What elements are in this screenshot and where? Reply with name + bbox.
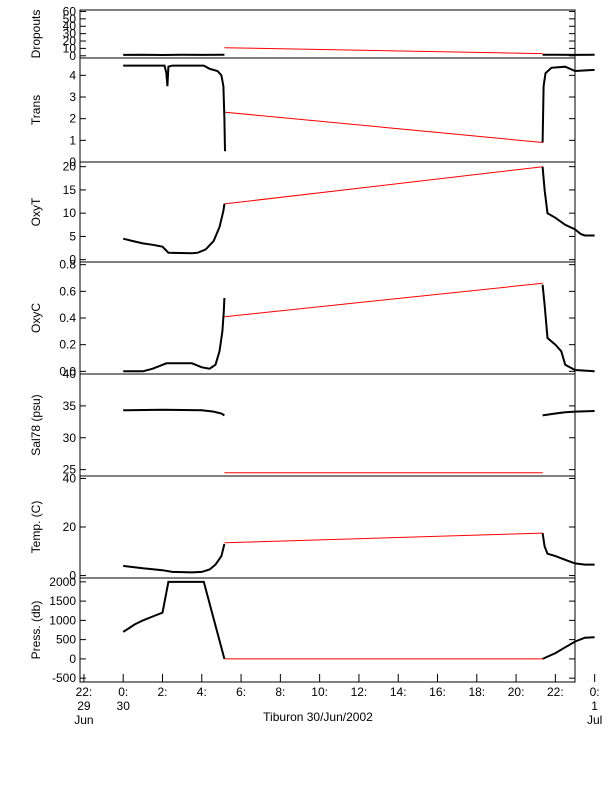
x-tick-label: 16: bbox=[429, 685, 446, 699]
y-tick-label: 0 bbox=[69, 652, 76, 666]
y-axis-label: OxyT bbox=[29, 197, 43, 226]
x-tick-label: 22: bbox=[76, 685, 93, 699]
y-tick-label: 30 bbox=[63, 431, 77, 445]
chart-panels: 0102030405060Dropouts01234Trans05101520O… bbox=[29, 4, 595, 685]
panel-7: -500 0 500 1000 1500 2000 Press. (db) bbox=[29, 575, 595, 685]
y-axis-label: Trans bbox=[29, 95, 43, 125]
y-tick-label: 0 bbox=[69, 155, 76, 169]
x-tick-label: Jul bbox=[587, 713, 602, 727]
x-tick-label: 12: bbox=[351, 685, 368, 699]
y-tick-label: 0.2 bbox=[59, 338, 76, 352]
x-tick-label: 2: bbox=[157, 685, 167, 699]
y-tick-label: 30 bbox=[63, 27, 77, 41]
y-axis-label: Dropouts bbox=[29, 10, 43, 59]
y-tick-label: 0.6 bbox=[59, 284, 76, 298]
y-tick-label: 4 bbox=[69, 68, 76, 82]
y-tick-label: 20 bbox=[63, 520, 77, 534]
x-tick-label: 20: bbox=[508, 685, 525, 699]
y-tick-label: 10 bbox=[63, 41, 77, 55]
y-tick-label: 40 bbox=[63, 471, 77, 485]
y-tick-label: 2 bbox=[69, 112, 76, 126]
y-tick-label: 0.4 bbox=[59, 311, 76, 325]
panel-4: 0.0 0.2 0.4 0.6 0.8 OxyC bbox=[29, 258, 595, 378]
panel-frame bbox=[79, 577, 576, 683]
y-tick-label: 0.0 bbox=[59, 364, 76, 378]
x-tick-label: 18: bbox=[468, 685, 485, 699]
panel-frame bbox=[79, 261, 576, 375]
series-line bbox=[122, 203, 226, 255]
y-tick-label: 3 bbox=[69, 90, 76, 104]
y-tick-label: 10 bbox=[63, 206, 77, 220]
y-tick-label: 0.8 bbox=[59, 258, 76, 272]
y-tick-label: 0 bbox=[69, 253, 76, 267]
y-tick-label: 15 bbox=[63, 183, 77, 197]
x-tick-label: 22: bbox=[547, 685, 564, 699]
x-tick-label: 1 bbox=[591, 699, 598, 713]
x-tick-label: 10: bbox=[311, 685, 328, 699]
y-tick-label: 5 bbox=[69, 229, 76, 243]
series-line bbox=[542, 410, 595, 417]
y-axis-label: Temp. (C) bbox=[29, 501, 43, 554]
x-tick-label: 0: bbox=[118, 685, 128, 699]
y-axis-label: OxyC bbox=[29, 303, 43, 333]
y-tick-label: 35 bbox=[63, 399, 77, 413]
panel-frame bbox=[79, 475, 576, 579]
gap-line bbox=[224, 532, 543, 544]
y-tick-label: 50 bbox=[63, 12, 77, 26]
series-line bbox=[123, 543, 226, 574]
series-line bbox=[123, 297, 226, 373]
y-axis-label: Press. (db) bbox=[29, 601, 43, 660]
gap-line bbox=[224, 47, 543, 55]
series-line bbox=[542, 636, 595, 660]
y-tick-label: 25 bbox=[63, 463, 77, 477]
x-tick-label: Jun bbox=[74, 713, 93, 727]
y-tick-label: 40 bbox=[63, 19, 77, 33]
panel-frame bbox=[79, 9, 576, 59]
x-tick-label: 4: bbox=[197, 685, 207, 699]
panel-frame bbox=[79, 161, 576, 263]
y-tick-label: 2000 bbox=[49, 575, 76, 589]
series-line bbox=[122, 580, 226, 660]
y-tick-label: 1 bbox=[69, 133, 76, 147]
series-line bbox=[541, 65, 595, 143]
series-line bbox=[541, 532, 595, 566]
y-axis-label: Sal78 (psu) bbox=[29, 394, 43, 455]
x-tick-label: 29 bbox=[77, 699, 91, 713]
y-tick-label: 20 bbox=[63, 34, 77, 48]
x-tick-label: 8: bbox=[275, 685, 285, 699]
x-tick-label: 30 bbox=[117, 699, 131, 713]
y-tick-label: 40 bbox=[63, 367, 77, 381]
gap-line bbox=[224, 111, 543, 143]
gap-line bbox=[224, 282, 543, 318]
y-tick-label: 0 bbox=[69, 49, 76, 63]
chart-caption: Tiburon 30/Jun/2002 bbox=[263, 710, 373, 724]
y-tick-label: 500 bbox=[56, 633, 76, 647]
series-line bbox=[541, 166, 595, 237]
series-line bbox=[541, 284, 595, 373]
y-tick-label: 60 bbox=[63, 4, 77, 18]
panel-2: 0 1 2 3 4 Trans bbox=[29, 57, 595, 169]
panel-3: 0 5 10 15 20 OxyT bbox=[29, 160, 595, 267]
y-tick-label: 1500 bbox=[49, 594, 76, 608]
y-tick-label: -500 bbox=[52, 671, 76, 685]
series-line bbox=[123, 64, 226, 152]
x-tick-label: 14: bbox=[390, 685, 407, 699]
x-tick-label: 0: bbox=[590, 685, 600, 699]
panel-frame bbox=[79, 373, 576, 477]
panel-6: 0 20 40 Temp. (C) bbox=[29, 471, 595, 583]
panel-frame bbox=[79, 57, 576, 163]
gap-line bbox=[224, 166, 543, 205]
series-line bbox=[123, 408, 225, 417]
y-tick-label: 0 bbox=[69, 569, 76, 583]
x-tick-label: 6: bbox=[236, 685, 246, 699]
y-tick-label: 1000 bbox=[49, 613, 76, 627]
panel-5: 25 30 35 40 Sal78 (psu) bbox=[29, 367, 595, 477]
y-tick-label: 20 bbox=[63, 160, 77, 174]
